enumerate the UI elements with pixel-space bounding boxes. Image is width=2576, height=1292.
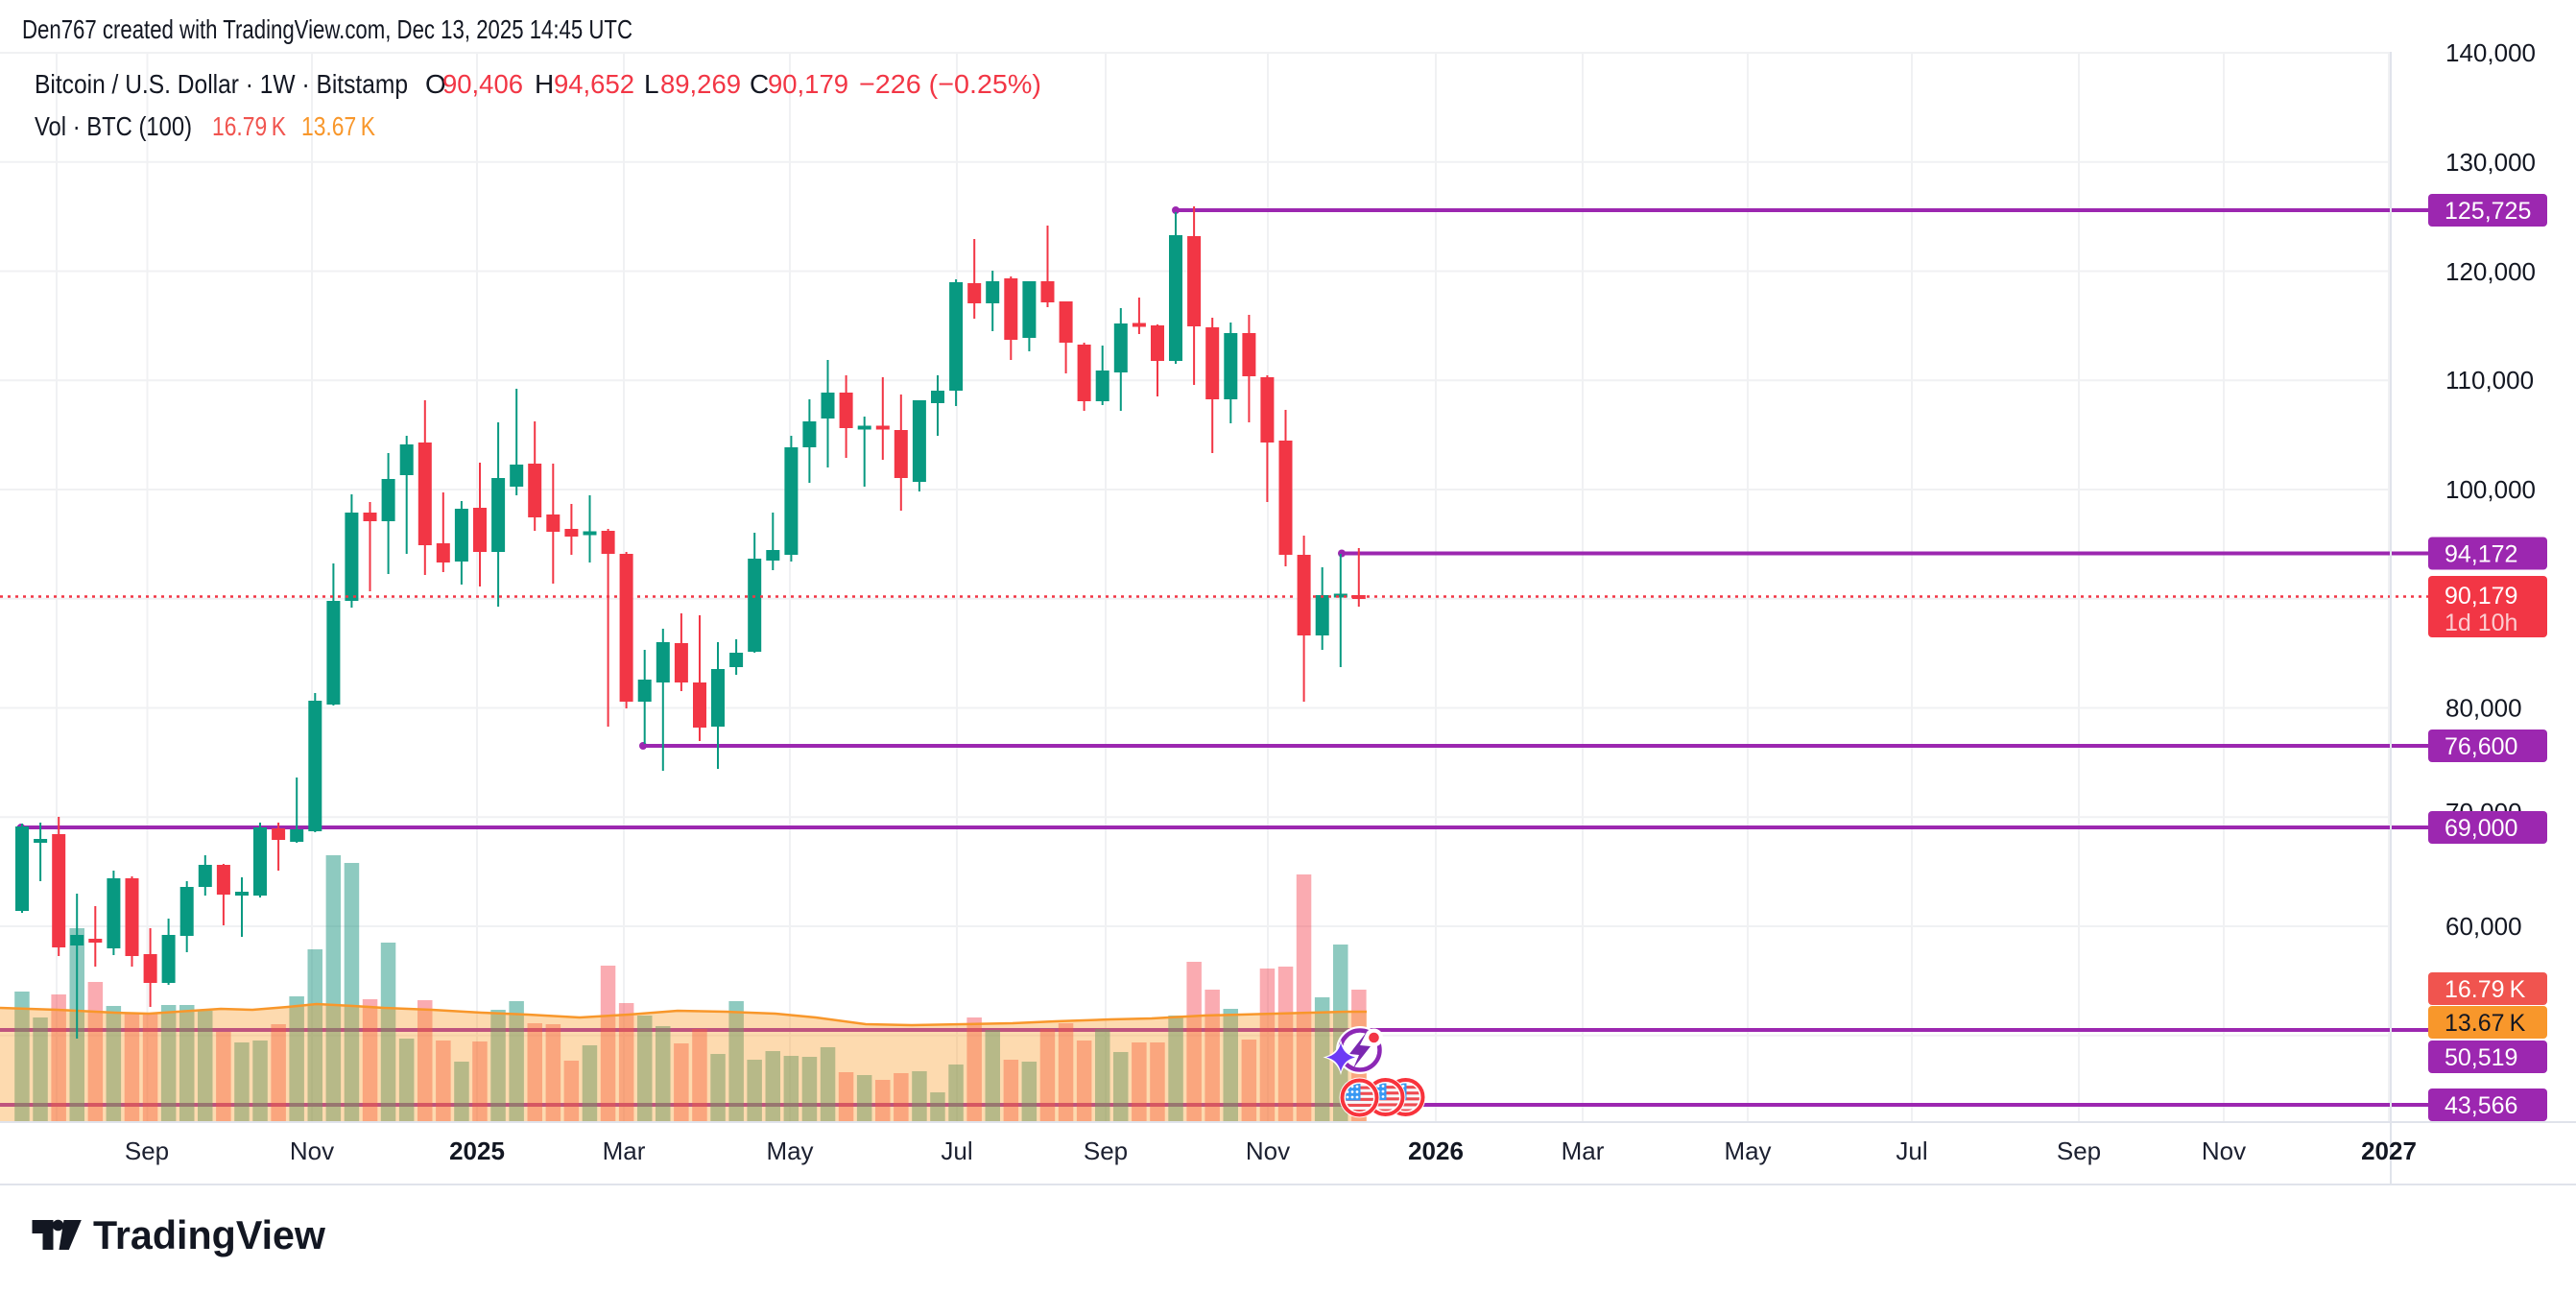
svg-text:89,269: 89,269	[660, 69, 741, 99]
svg-text:Mar: Mar	[603, 1136, 646, 1165]
svg-text:C: C	[750, 69, 769, 99]
svg-text:76,600: 76,600	[2445, 733, 2517, 760]
svg-text:O: O	[425, 69, 446, 99]
svg-text:Jul: Jul	[941, 1136, 972, 1165]
svg-text:125,725: 125,725	[2445, 198, 2531, 225]
svg-text:60,000: 60,000	[2445, 912, 2522, 941]
svg-text:13.67 K: 13.67 K	[301, 111, 375, 141]
svg-text:2026: 2026	[1408, 1136, 1464, 1165]
svg-text:−226 (−0.25%): −226 (−0.25%)	[859, 69, 1041, 99]
svg-text:Jul: Jul	[1896, 1136, 1927, 1165]
svg-text:90,179: 90,179	[2445, 583, 2517, 610]
svg-text:Mar: Mar	[1562, 1136, 1605, 1165]
svg-text:Sep: Sep	[125, 1136, 169, 1165]
svg-text:Sep: Sep	[1084, 1136, 1128, 1165]
svg-text:May: May	[1724, 1136, 1771, 1165]
svg-text:Den767 created with TradingVie: Den767 created with TradingView.com, Dec…	[22, 14, 632, 44]
svg-text:TradingView: TradingView	[93, 1212, 325, 1257]
svg-text:Bitcoin / U.S. Dollar · 1W · B: Bitcoin / U.S. Dollar · 1W · Bitstamp	[35, 69, 408, 99]
svg-text:Sep: Sep	[2057, 1136, 2101, 1165]
svg-text:43,566: 43,566	[2445, 1092, 2517, 1119]
svg-text:Nov: Nov	[2202, 1136, 2246, 1165]
svg-text:2027: 2027	[2361, 1136, 2417, 1165]
svg-text:Nov: Nov	[290, 1136, 334, 1165]
svg-text:90,406: 90,406	[442, 69, 523, 99]
svg-text:16.79 K: 16.79 K	[2445, 976, 2526, 1003]
svg-text:Vol · BTC (100): Vol · BTC (100)	[35, 111, 192, 141]
svg-text:130,000: 130,000	[2445, 148, 2536, 177]
svg-text:Nov: Nov	[1246, 1136, 1290, 1165]
svg-text:110,000: 110,000	[2445, 366, 2534, 395]
svg-text:69,000: 69,000	[2445, 815, 2517, 842]
svg-text:140,000: 140,000	[2445, 38, 2536, 67]
svg-text:2025: 2025	[449, 1136, 505, 1165]
svg-text:H: H	[535, 69, 554, 99]
svg-text:94,652: 94,652	[554, 69, 634, 99]
svg-text:100,000: 100,000	[2445, 475, 2536, 504]
svg-text:90,179: 90,179	[768, 69, 848, 99]
svg-text:16.79 K: 16.79 K	[212, 111, 286, 141]
svg-text:L: L	[644, 69, 659, 99]
svg-text:May: May	[766, 1136, 813, 1165]
svg-text:80,000: 80,000	[2445, 694, 2522, 723]
svg-text:50,519: 50,519	[2445, 1044, 2517, 1071]
svg-text:13.67 K: 13.67 K	[2445, 1010, 2526, 1037]
svg-text:120,000: 120,000	[2445, 257, 2536, 286]
svg-text:1d 10h: 1d 10h	[2445, 610, 2517, 636]
svg-text:94,172: 94,172	[2445, 541, 2517, 568]
